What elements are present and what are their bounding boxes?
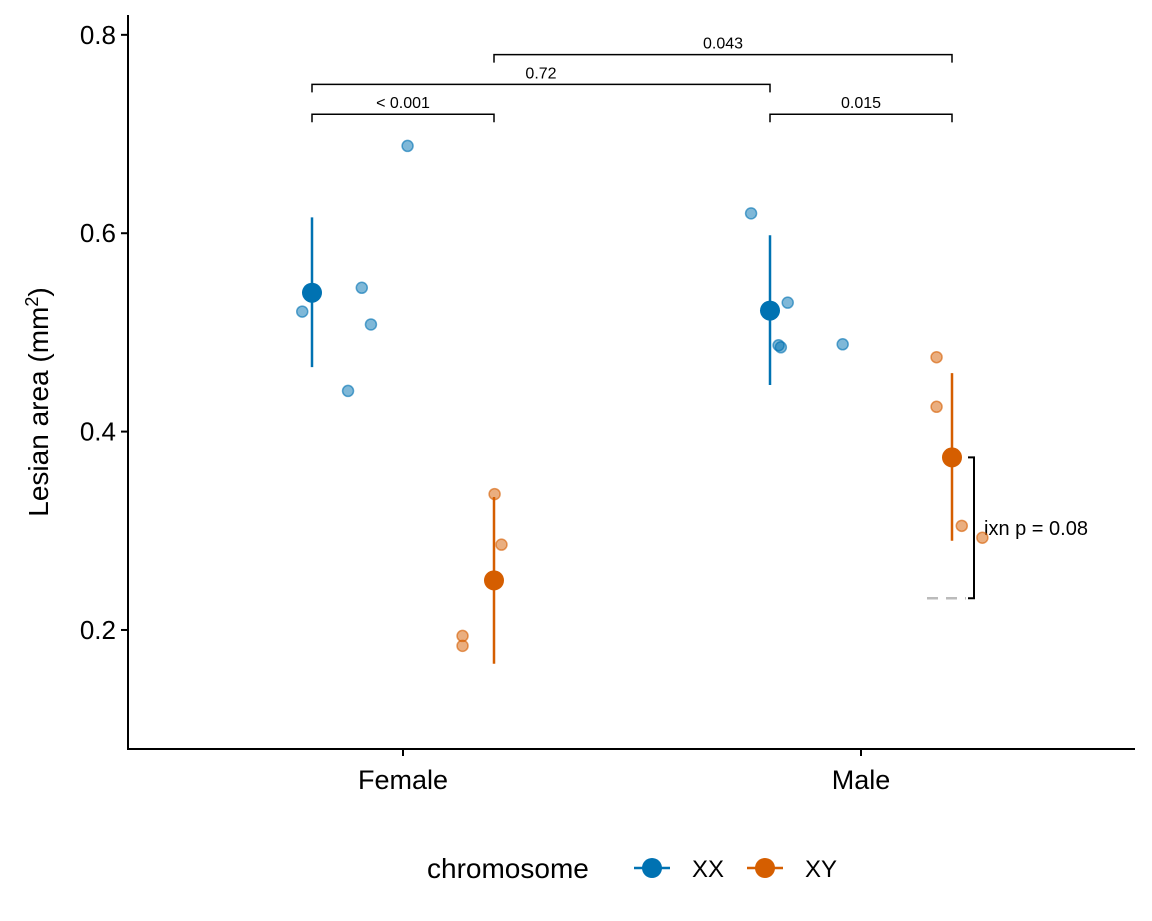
data-point-xx (355, 281, 369, 295)
comparison-bracket (769, 113, 953, 123)
data-point-xy (976, 531, 989, 544)
legend-title: chromosome (427, 853, 589, 884)
y-axis-title: Lesian area (mm2) (22, 287, 54, 516)
y-axis-title-main: Lesian area (mm (23, 307, 54, 517)
comparison-label: 0.043 (703, 36, 743, 53)
y-axis-title-superscript: 2 (22, 297, 42, 307)
axes: 0.2 0.4 0.6 0.8 Female Male Lesian area (mm2) (22, 15, 1135, 795)
legend-label-xx: XX (692, 856, 724, 883)
data-point-xy (495, 538, 508, 551)
data-point-xx (781, 296, 794, 309)
comparison-bracket (311, 83, 771, 93)
data-point-xx (341, 384, 355, 398)
data-point-xx (364, 318, 378, 331)
mean-point-xy-female (484, 570, 504, 591)
legend-label-xy: XY (805, 856, 837, 883)
legend-key-point-xy (755, 858, 775, 878)
data-point-xx (774, 341, 788, 354)
y-tick-label: 0.6 (80, 218, 116, 248)
interaction-bracket (968, 456, 975, 600)
interaction-label: ixn p = 0.08 (984, 518, 1088, 540)
data-point-xx (744, 207, 758, 220)
x-tick-label: Female (358, 765, 448, 795)
y-tick-label: 0.2 (80, 615, 116, 645)
legend: chromosome XX XY (427, 853, 837, 884)
data-point-xx (401, 139, 414, 153)
data-marks (295, 139, 989, 664)
mean-point-xx-female (302, 282, 322, 303)
data-point-xy (456, 639, 469, 653)
data-point-xx (295, 305, 309, 318)
comparison-label: 0.015 (841, 95, 881, 112)
y-tick-label: 0.8 (80, 20, 116, 50)
mean-point-xy-male (942, 447, 962, 468)
significance-annotations: < 0.001 0.015 0.72 0.043 ixn p = 0.08 (311, 36, 1088, 600)
comparison-bracket (311, 113, 495, 123)
data-point-xy (955, 519, 969, 533)
comparison-label: 0.72 (525, 65, 556, 82)
comparison-label: < 0.001 (376, 95, 430, 112)
y-axis-title-close: ) (23, 287, 54, 296)
mean-point-xx-male (760, 300, 780, 321)
data-point-xy (930, 350, 943, 364)
data-point-xx (836, 338, 849, 351)
legend-key-point-xx (642, 858, 662, 878)
data-point-xy (930, 400, 943, 414)
comparison-bracket (493, 53, 953, 63)
x-tick-label: Male (832, 765, 891, 795)
y-tick-label: 0.4 (80, 417, 116, 447)
